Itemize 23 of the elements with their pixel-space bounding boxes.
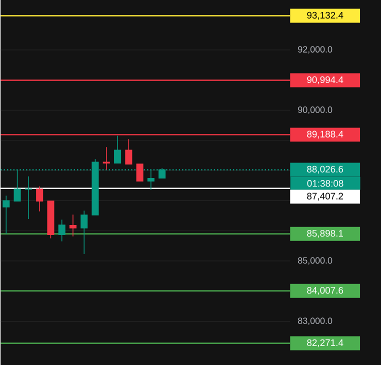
ref-line-label: 85,898.1 [307, 230, 344, 238]
candlestick [114, 135, 122, 164]
y-tick-label: 85,000.0 [298, 257, 332, 264]
candlestick [80, 210, 88, 254]
y-tick-label: 83,000.0 [298, 317, 332, 325]
candlestick [125, 138, 132, 164]
candlestick [36, 186, 44, 212]
ref-line-label: 82,271.4 [307, 339, 344, 347]
candlestick [58, 219, 66, 242]
text: 01:38:08 [307, 180, 344, 187]
ref-line-label: 89,188.4 [307, 130, 344, 138]
candlestick [24, 176, 32, 220]
candlestick [102, 146, 110, 170]
candlestick [2, 195, 10, 234]
y-tick-label: 92,000.0 [298, 46, 332, 54]
ref-line-label: 84,007.6 [307, 286, 344, 295]
ref-line-label: 87,407.2 [307, 192, 344, 200]
candlestick [136, 163, 144, 182]
y-tick-label: 90,000.0 [298, 106, 332, 114]
candlestick [69, 214, 76, 237]
ref-line-label: 88,026.6 [307, 166, 344, 174]
ref-line-label: 93,132.4 [307, 12, 344, 20]
ref-line-label: 90,994.4 [307, 76, 344, 84]
